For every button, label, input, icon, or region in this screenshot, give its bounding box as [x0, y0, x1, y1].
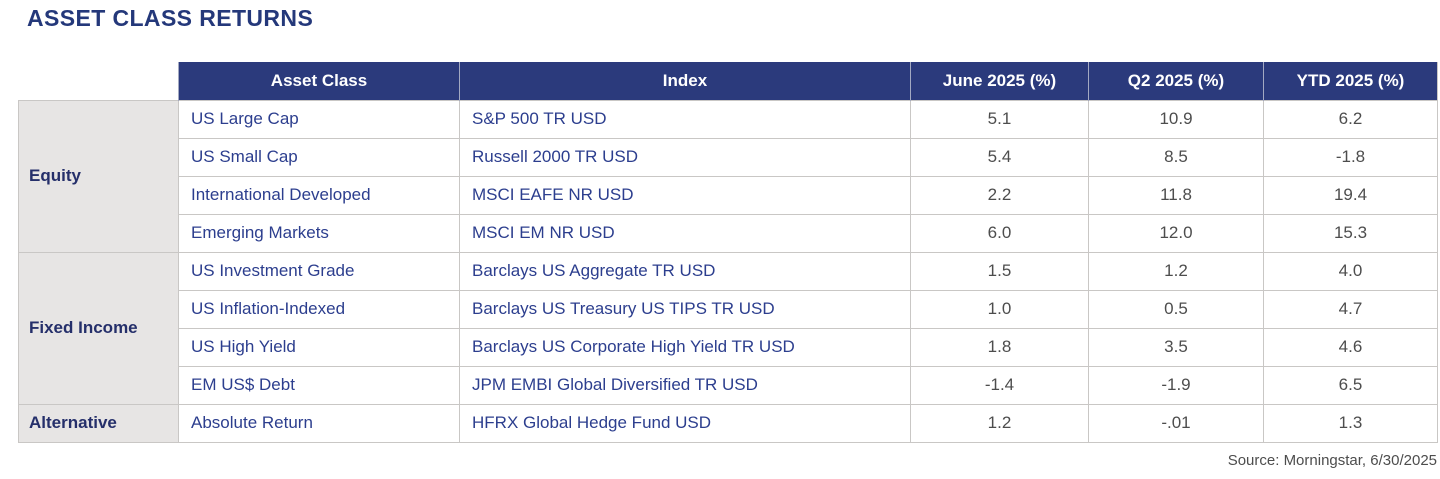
- june-value-cell: 1.2: [910, 403, 1089, 443]
- header-row: Asset Class Index June 2025 (%) Q2 2025 …: [18, 62, 1438, 100]
- column-header-index: Index: [459, 62, 911, 100]
- june-value-cell: 5.1: [910, 99, 1089, 139]
- group-label-cell: Fixed Income: [18, 251, 179, 405]
- table-row: Fixed Income US Investment Grade Barclays …: [18, 251, 1438, 405]
- table-row: International Developed MSCI EAFE NR USD 2…: [19, 175, 1438, 215]
- ytd-value-cell: 15.3: [1263, 213, 1438, 253]
- index-cell: Barclays US Aggregate TR USD: [459, 251, 911, 291]
- asset-class-cell: EM US$ Debt: [178, 365, 460, 405]
- index-cell: HFRX Global Hedge Fund USD: [459, 403, 911, 443]
- table-row: Alternative Absolute Return HFRX Global He…: [18, 403, 1438, 443]
- index-cell: JPM EMBI Global Diversified TR USD: [459, 365, 911, 405]
- ytd-value-cell: 4.0: [1263, 251, 1438, 291]
- june-value-cell: 1.0: [910, 289, 1089, 329]
- q2-value-cell: -.01: [1088, 403, 1264, 443]
- group-label-cell: Alternative: [18, 403, 179, 443]
- ytd-value-cell: 6.2: [1263, 99, 1438, 139]
- asset-class-cell: US Large Cap: [178, 99, 460, 139]
- asset-class-cell: Emerging Markets: [178, 213, 460, 253]
- q2-value-cell: 3.5: [1088, 327, 1264, 367]
- asset-class-cell: US Investment Grade: [178, 251, 460, 291]
- june-value-cell: -1.4: [910, 365, 1089, 405]
- table-body: Equity US Large Cap S&P 500 TR USD 5.1 10.9 6…: [18, 99, 1438, 443]
- group-label-cell: Equity: [18, 99, 179, 253]
- column-header-ytd-2025: YTD 2025 (%): [1263, 62, 1438, 100]
- q2-value-cell: 1.2: [1088, 251, 1264, 291]
- table-row: EM US$ Debt JPM EMBI Global Diversified T…: [19, 365, 1438, 405]
- june-value-cell: 1.8: [910, 327, 1089, 367]
- table-row: US Small Cap Russell 2000 TR USD 5.4 8.5 -1.…: [19, 137, 1438, 177]
- asset-class-cell: US High Yield: [178, 327, 460, 367]
- table-row: Equity US Large Cap S&P 500 TR USD 5.1 10.9 6…: [18, 99, 1438, 253]
- june-value-cell: 1.5: [910, 251, 1089, 291]
- q2-value-cell: 0.5: [1088, 289, 1264, 329]
- asset-class-cell: US Small Cap: [178, 137, 460, 177]
- ytd-value-cell: 4.6: [1263, 327, 1438, 367]
- column-header-june-2025: June 2025 (%): [910, 62, 1089, 100]
- corner-cell: [18, 62, 179, 100]
- asset-class-cell: US Inflation-Indexed: [178, 289, 460, 329]
- ytd-value-cell: 4.7: [1263, 289, 1438, 329]
- index-cell: MSCI EAFE NR USD: [459, 175, 911, 215]
- q2-value-cell: 12.0: [1088, 213, 1264, 253]
- table-row: Emerging Markets MSCI EM NR USD 6.0 12.0 15.…: [19, 213, 1438, 253]
- index-cell: MSCI EM NR USD: [459, 213, 911, 253]
- index-cell: Barclays US Corporate High Yield TR USD: [459, 327, 911, 367]
- page-title: ASSET CLASS RETURNS: [27, 5, 314, 31]
- q2-value-cell: -1.9: [1088, 365, 1264, 405]
- asset-class-cell: International Developed: [178, 175, 460, 215]
- index-cell: Barclays US Treasury US TIPS TR USD: [459, 289, 911, 329]
- source-note: Source: Morningstar, 6/30/2025: [1227, 452, 1437, 469]
- asset-class-cell: Absolute Return: [178, 403, 460, 443]
- index-cell: Russell 2000 TR USD: [459, 137, 911, 177]
- ytd-value-cell: -1.8: [1263, 137, 1438, 177]
- table-row: US High Yield Barclays US Corporate High …: [19, 327, 1438, 367]
- q2-value-cell: 11.8: [1088, 175, 1264, 215]
- table-row: US Inflation-Indexed Barclays US Treasury…: [19, 289, 1438, 329]
- column-header-q2-2025: Q2 2025 (%): [1088, 62, 1264, 100]
- index-cell: S&P 500 TR USD: [459, 99, 911, 139]
- column-header-asset-class: Asset Class: [178, 62, 460, 100]
- june-value-cell: 5.4: [910, 137, 1089, 177]
- ytd-value-cell: 6.5: [1263, 365, 1438, 405]
- q2-value-cell: 8.5: [1088, 137, 1264, 177]
- q2-value-cell: 10.9: [1088, 99, 1264, 139]
- ytd-value-cell: 1.3: [1263, 403, 1438, 443]
- june-value-cell: 2.2: [910, 175, 1089, 215]
- asset-class-returns-table: Asset Class Index June 2025 (%) Q2 2025 …: [18, 62, 1438, 443]
- june-value-cell: 6.0: [910, 213, 1089, 253]
- ytd-value-cell: 19.4: [1263, 175, 1438, 215]
